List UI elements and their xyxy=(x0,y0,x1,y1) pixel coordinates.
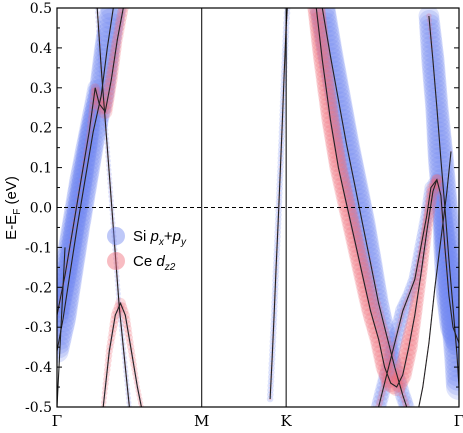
legend: Si px+py Ce dz2 xyxy=(107,227,187,273)
band-line xyxy=(269,8,288,400)
legend-marker-ce xyxy=(107,252,125,270)
y-tick-label: -0.4 xyxy=(25,360,52,376)
y-tick-label: -0.5 xyxy=(25,400,52,416)
si-marker xyxy=(435,237,459,264)
band-line xyxy=(378,178,459,407)
legend-label-ce: Ce dz2 xyxy=(133,253,176,273)
y-ticks: 0.5 0.4 0.3 0.2 0.1 0.0 -0.1 -0.2 -0.3 -0.4 -0.5 xyxy=(25,1,459,416)
y-tick-label: 0.4 xyxy=(30,41,52,57)
si-marker xyxy=(444,355,459,382)
y-tick-label: -0.3 xyxy=(25,320,52,336)
band-lines xyxy=(57,8,459,407)
band-line xyxy=(321,8,408,407)
si-marker xyxy=(397,395,414,407)
si-marker xyxy=(57,254,79,279)
si-marker xyxy=(57,263,77,287)
si-marker xyxy=(445,364,459,391)
si-marker xyxy=(436,250,459,277)
ce-marker xyxy=(403,403,411,407)
si-marker xyxy=(57,299,70,323)
si-marker xyxy=(443,333,459,360)
y-tick-label: 0.0 xyxy=(30,201,52,217)
si-marker xyxy=(435,278,459,304)
si-marker xyxy=(57,250,79,274)
ce-weight-markers xyxy=(57,8,459,407)
y-tick-label: -0.2 xyxy=(25,280,52,296)
band-line xyxy=(96,8,130,407)
kpoint-label: M xyxy=(194,412,209,430)
si-marker xyxy=(445,369,459,396)
si-marker xyxy=(57,285,73,310)
ce-marker xyxy=(426,13,432,19)
band-line xyxy=(57,8,114,352)
si-marker xyxy=(437,268,459,295)
band-line xyxy=(418,151,452,407)
si-marker xyxy=(435,273,459,300)
si-marker xyxy=(370,399,387,407)
si-marker xyxy=(57,268,76,292)
si-marker xyxy=(435,246,459,273)
si-marker xyxy=(436,255,459,282)
si-marker xyxy=(435,282,459,309)
si-marker xyxy=(434,229,459,256)
si-marker xyxy=(444,346,459,373)
si-marker xyxy=(437,263,459,290)
si-marker xyxy=(440,294,459,321)
band-line xyxy=(102,301,142,407)
legend-label-si: Si px+py xyxy=(133,228,187,248)
bands-layer xyxy=(57,8,459,407)
y-tick-label: 0.3 xyxy=(30,81,52,97)
y-tick-label: 0.5 xyxy=(30,1,52,17)
si-marker xyxy=(435,269,459,295)
kpoint-label: K xyxy=(281,412,293,430)
si-marker xyxy=(446,374,459,400)
si-marker xyxy=(443,337,459,364)
si-marker xyxy=(439,289,459,316)
si-marker xyxy=(57,303,69,327)
si-marker xyxy=(435,242,459,268)
si-marker xyxy=(398,399,415,407)
y-tick-label: 0.1 xyxy=(30,161,52,177)
legend-marker-si xyxy=(107,227,125,245)
si-marker xyxy=(100,8,127,21)
band-line xyxy=(57,8,124,316)
si-marker xyxy=(309,8,336,21)
y-tick-label: 0.2 xyxy=(30,121,52,137)
y-axis-label: E-EF (eV) xyxy=(3,176,23,240)
kpoint-lines xyxy=(201,8,287,407)
si-marker xyxy=(57,259,78,283)
si-marker xyxy=(444,342,459,369)
si-marker xyxy=(437,259,459,286)
band-line xyxy=(315,8,438,388)
kpoint-label: Γ xyxy=(454,412,463,430)
kpoint-label: Γ xyxy=(52,412,62,430)
si-marker xyxy=(444,351,459,378)
si-marker xyxy=(99,8,126,26)
y-tick-label: -0.1 xyxy=(25,240,52,256)
